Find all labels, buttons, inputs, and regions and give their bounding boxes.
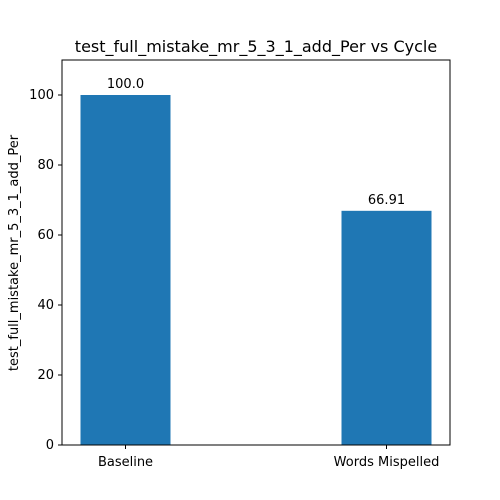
data-label-0: 100.0 [107,77,144,92]
bar-1 [341,210,432,445]
y-tick-label-5: 100 [29,88,54,103]
y-axis-label: test_full_mistake_mr_5_3_1_add_Per [7,134,22,371]
y-tick-label-4: 80 [37,158,54,173]
bar-0 [80,95,171,445]
data-label-1: 66.91 [368,193,405,208]
y-tick-label-0: 0 [46,438,54,453]
y-tick-label-1: 20 [37,368,54,383]
plot-frame [61,59,451,446]
x-tick-label-1: Words Mispelled [334,455,440,470]
y-tick-label-2: 40 [37,298,54,313]
chart-title: test_full_mistake_mr_5_3_1_add_Per vs Cy… [75,37,437,57]
plot-area: 100.0 Baseline 66.91 Words Mispelled 0 20 40 60… [29,59,451,470]
y-tick-label-3: 60 [37,228,54,243]
x-tick-label-0: Baseline [98,455,153,470]
